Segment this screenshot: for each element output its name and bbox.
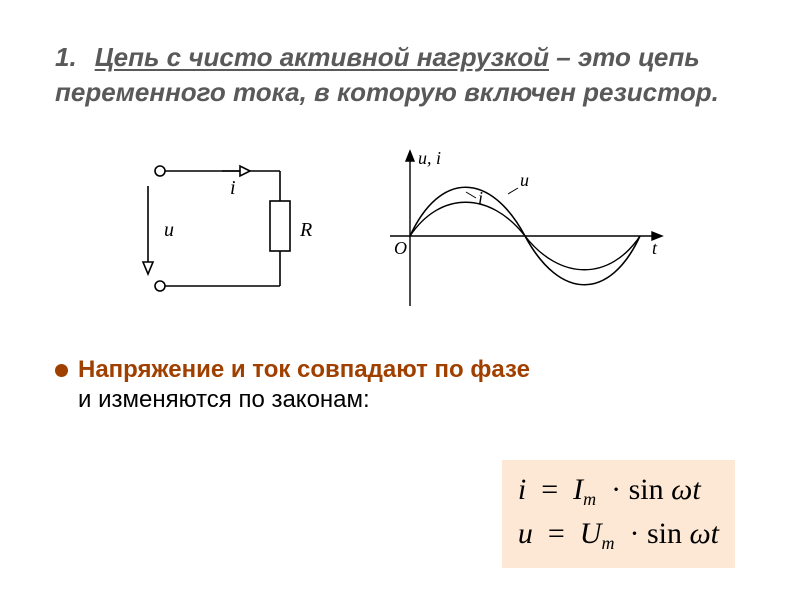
waveform-i-label: i — [478, 188, 483, 208]
eq2-func: sin — [647, 517, 682, 550]
waveform-y-label: u, i — [418, 148, 441, 168]
circuit-label-current: i — [230, 177, 236, 199]
formula-row-2: u = Um · sin ωt — [518, 512, 719, 556]
formula-box: i = Im · sin ωt u = Um · sin ωt — [502, 460, 735, 568]
eq2-omega: ω — [689, 517, 710, 550]
waveform-diagram: u, i t O u i — [370, 146, 670, 316]
formula-row-1: i = Im · sin ωt — [518, 468, 719, 512]
eq1-lhs: i — [518, 473, 526, 506]
eq2-sym: U — [580, 517, 602, 550]
bullet-text: Напряжение и ток совпадают по фазе и изм… — [78, 356, 530, 414]
eq1-var: t — [692, 473, 700, 506]
eq1-omega: ω — [671, 473, 692, 506]
eq2-var: t — [711, 517, 719, 550]
circuit-diagram: i u R — [130, 146, 330, 316]
bullet-line-1: Напряжение и ток совпадают по фазе — [78, 356, 530, 384]
slide-heading: 1.Цепь с чисто активной нагрузкой – это … — [55, 40, 745, 110]
waveform-x-label: t — [652, 238, 658, 258]
bullet-dot-icon — [55, 364, 68, 377]
eq1-sub: m — [583, 489, 596, 509]
waveform-u-label: u — [520, 170, 529, 190]
figures-row: i u R u, i t O u i — [55, 146, 745, 316]
eq1-func: sin — [629, 473, 664, 506]
circuit-label-resistor: R — [299, 219, 312, 241]
waveform-origin-label: O — [394, 238, 407, 258]
circuit-label-voltage: u — [164, 219, 174, 241]
heading-underlined: Цепь с чисто активной нагрузкой — [95, 42, 549, 72]
eq2-lhs: u — [518, 517, 533, 550]
bullet-line-2: и изменяются по законам: — [78, 386, 530, 414]
heading-number: 1. — [55, 42, 77, 72]
eq1-sym: I — [573, 473, 583, 506]
bullet-point: Напряжение и ток совпадают по фазе и изм… — [55, 356, 745, 414]
eq2-sub: m — [601, 533, 614, 553]
